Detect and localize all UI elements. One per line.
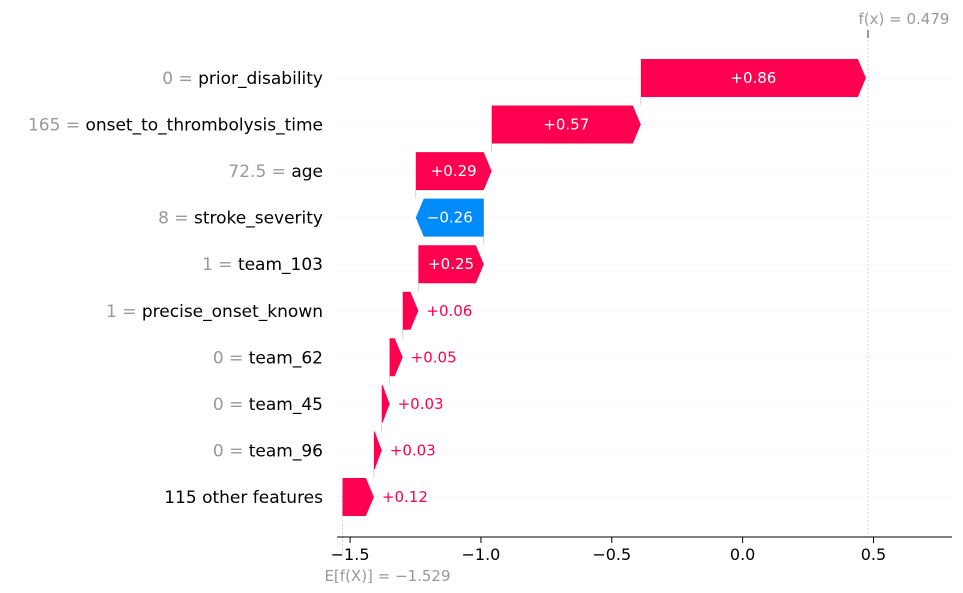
base-value-label: E[f(X)] = −1.529 <box>324 567 450 585</box>
bar-value-label: +0.03 <box>398 395 444 413</box>
bar-onset-to-thrombolysis-time <box>491 105 641 144</box>
feature-label: 8 = stroke_severity <box>158 209 323 229</box>
feature-label: 165 = onset_to_thrombolysis_time <box>28 116 323 136</box>
bar-value-label: +0.03 <box>390 441 436 459</box>
reference-lines <box>342 30 869 553</box>
x-tick-label: 0.5 <box>861 545 886 564</box>
bar-115-other-features <box>342 477 374 516</box>
feature-name: stroke_severity <box>194 209 323 229</box>
bar-value-label: +0.29 <box>431 162 477 180</box>
feature-label: 1 = precise_onset_known <box>106 302 323 322</box>
x-tick-label: −1.5 <box>331 545 370 564</box>
bar-team-103 <box>418 245 484 284</box>
bar-value-label: +0.57 <box>543 116 589 134</box>
bar-value-label: +0.05 <box>411 348 457 366</box>
bar-value-label: +0.06 <box>426 302 472 320</box>
feature-label: 0 = prior_disability <box>162 69 323 89</box>
feature-label: 0 = team_45 <box>213 395 323 415</box>
feature-value: 165 = <box>28 116 86 136</box>
feature-name: team_45 <box>249 395 323 415</box>
x-tick-label: 0.0 <box>730 545 755 564</box>
contribution-bars <box>342 59 866 516</box>
feature-value: 1 = <box>202 255 238 275</box>
bar-value-label: +0.86 <box>730 69 776 87</box>
feature-label: 72.5 = age <box>228 162 323 182</box>
feature-name: team_96 <box>249 441 323 461</box>
row-gridlines <box>337 77 952 498</box>
feature-value: 0 = <box>213 348 249 368</box>
bar-team-96 <box>373 431 382 470</box>
feature-name: prior_disability <box>198 69 323 89</box>
bar-team-62 <box>389 338 403 377</box>
bar-value-label: −0.26 <box>427 209 473 227</box>
feature-name: team_103 <box>238 255 323 275</box>
output-value-annotation: f(x) = 0.479 <box>859 10 950 28</box>
x-axis: −1.5 −1.0 −0.5 0.0 0.5 E[f(X)] = −1.529 <box>324 536 952 585</box>
feature-name: precise_onset_known <box>142 302 323 322</box>
feature-name: team_62 <box>249 348 323 368</box>
feature-value: 1 = <box>106 302 142 322</box>
feature-labels: +0.86 0 = prior_disability +0.57 165 = onse… <box>28 69 776 508</box>
bar-age <box>415 152 492 191</box>
x-tick-label: −1.0 <box>462 545 501 564</box>
bar-precise-onset-known <box>402 291 419 330</box>
feature-name: onset_to_thrombolysis_time <box>85 116 323 136</box>
feature-label: 0 = team_96 <box>213 441 323 461</box>
feature-label: 115 other features <box>164 488 323 508</box>
feature-value: 0 = <box>213 395 249 415</box>
bar-team-45 <box>381 384 390 423</box>
feature-value: 0 = <box>162 69 198 89</box>
feature-name: 115 other features <box>164 488 323 508</box>
feature-name: age <box>291 162 323 182</box>
feature-label: 0 = team_62 <box>213 348 323 368</box>
bar-value-label: +0.25 <box>428 255 474 273</box>
bar-value-label: +0.12 <box>382 488 428 506</box>
feature-value: 8 = <box>158 209 194 229</box>
x-tick-label: −0.5 <box>592 545 631 564</box>
feature-label: 1 = team_103 <box>202 255 323 275</box>
feature-value: 72.5 = <box>228 162 291 182</box>
bar-stroke-severity <box>415 198 484 237</box>
bar-prior-disability <box>640 59 866 97</box>
output-value-label: f(x) = 0.479 <box>859 10 950 28</box>
feature-value: 0 = <box>213 441 249 461</box>
